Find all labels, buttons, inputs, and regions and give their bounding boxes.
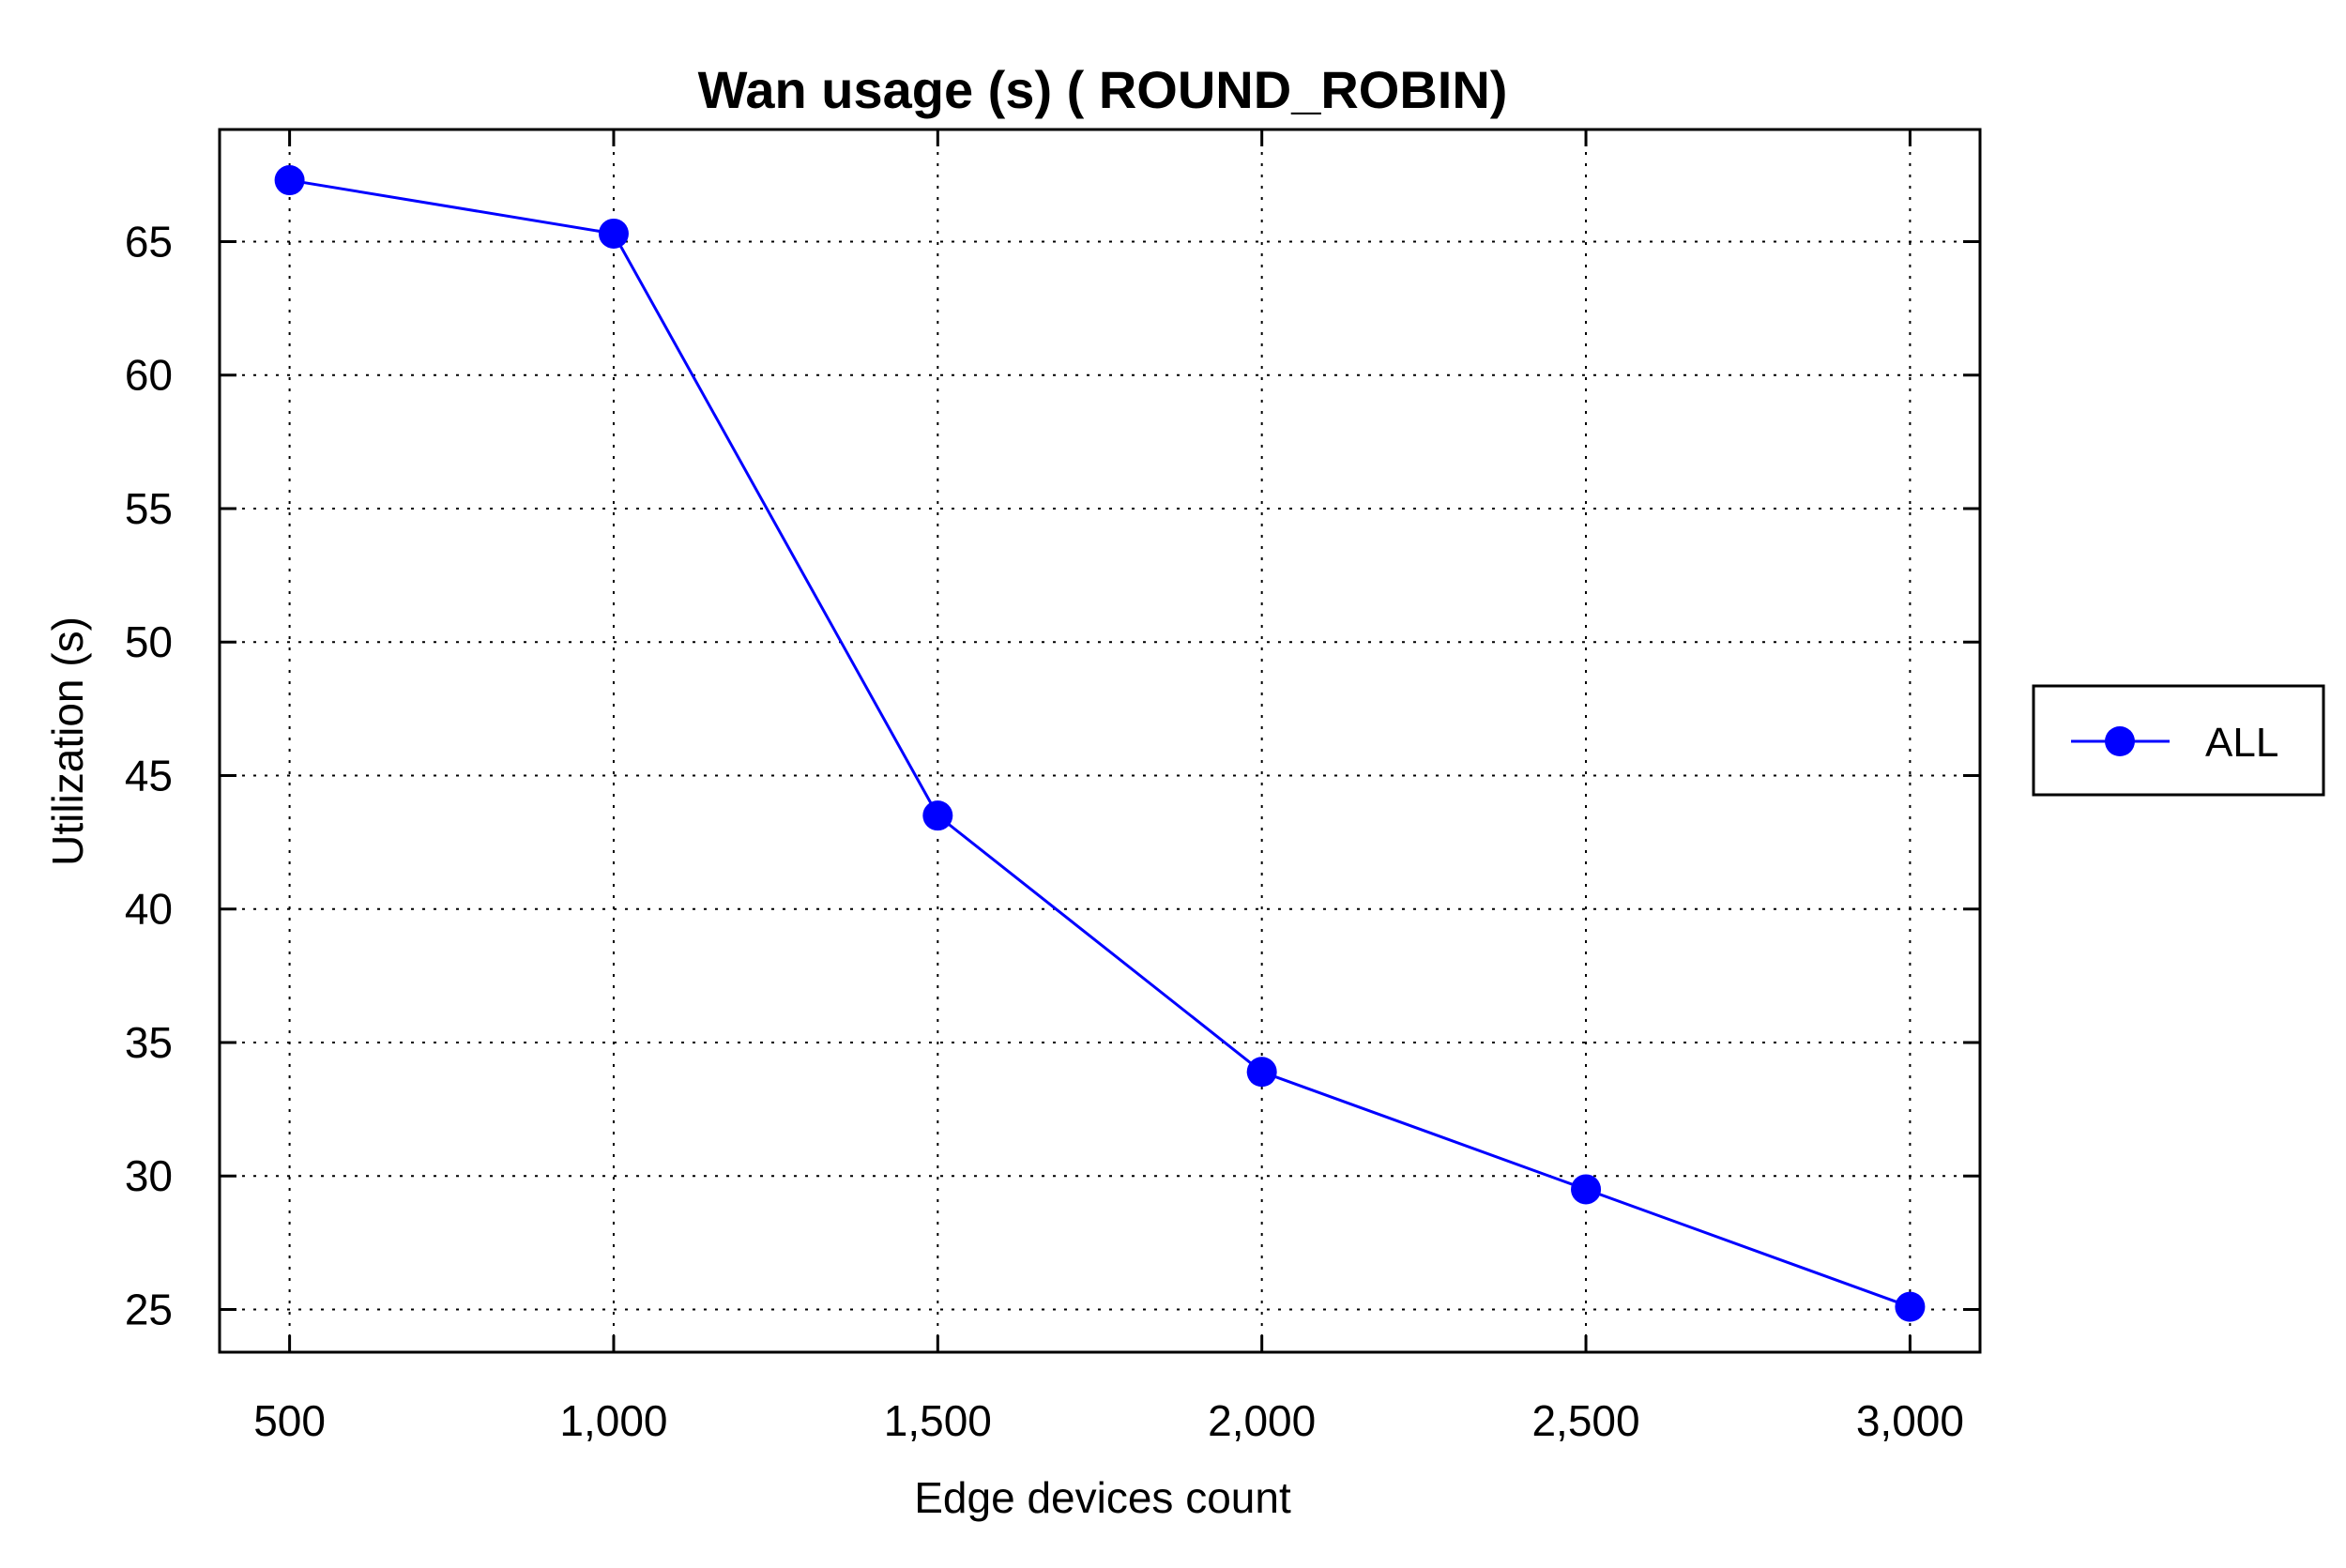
x-tick-label: 2,500: [1531, 1396, 1639, 1445]
y-tick-label: 60: [125, 351, 173, 400]
series-line: [289, 178, 1911, 1309]
grid-lines: [220, 129, 1980, 1352]
data-point: [922, 800, 953, 831]
chart-title: Wan usage (s) ( ROUND_ROBIN): [698, 60, 1508, 119]
data-point: [274, 165, 305, 196]
x-tick-labels: 500 1,000 1,500 2,000 2,500 3,000: [253, 1396, 1964, 1445]
data-point: [1895, 1291, 1926, 1322]
legend-marker: [2105, 726, 2135, 756]
y-tick-label: 25: [125, 1285, 173, 1333]
data-point: [1571, 1174, 1602, 1205]
y-tick-label: 55: [125, 484, 173, 533]
legend: ALL: [2032, 684, 2325, 797]
y-tick-label: 40: [125, 885, 173, 934]
legend-label: ALL: [2205, 720, 2278, 766]
x-tick-label: 2,000: [1208, 1396, 1316, 1445]
x-tick-label: 1,500: [884, 1396, 992, 1445]
y-tick-label: 45: [125, 751, 173, 799]
plot-frame: [218, 128, 1982, 1354]
x-tick-label: 1,000: [559, 1396, 667, 1445]
x-tick-label: 500: [253, 1396, 326, 1445]
x-tick-label: 3,000: [1856, 1396, 1964, 1445]
y-tick-labels: 25 30 35 40 45 50 55 60 65: [125, 217, 173, 1333]
y-tick-label: 35: [125, 1018, 173, 1067]
axis-ticks: [220, 129, 1980, 1352]
y-tick-label: 50: [125, 617, 173, 666]
data-point: [598, 218, 629, 249]
y-tick-label: 30: [125, 1151, 173, 1200]
y-axis-label: Utilization (s): [43, 617, 92, 866]
y-tick-label: 65: [125, 217, 173, 266]
series-layer: [274, 165, 1926, 1322]
data-point: [1246, 1057, 1277, 1088]
x-axis-label: Edge devices count: [914, 1473, 1291, 1522]
